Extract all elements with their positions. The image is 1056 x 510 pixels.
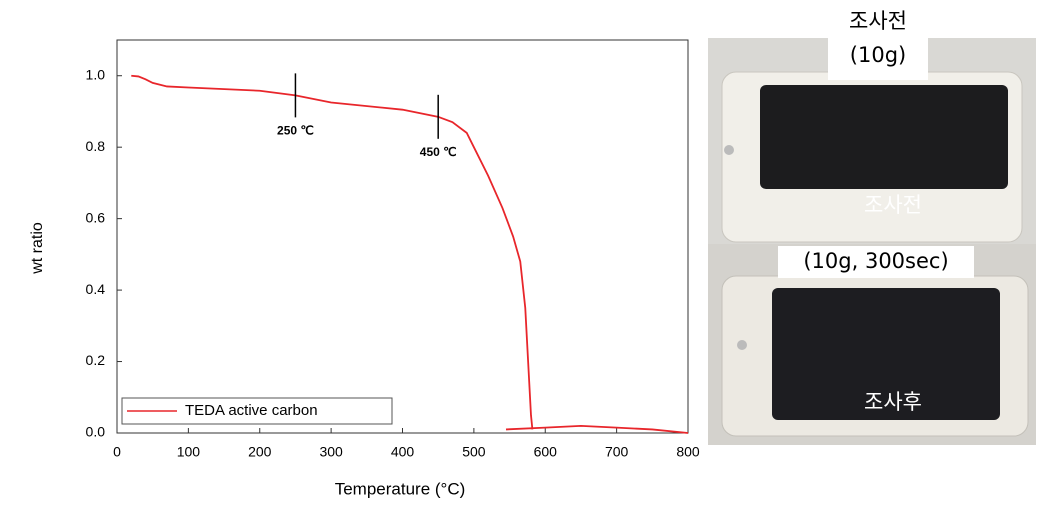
plot-frame bbox=[116, 39, 689, 434]
photo-label: 조사전 bbox=[864, 193, 922, 217]
photo-label: 조사후 bbox=[864, 390, 922, 414]
x-tick-label: 600 bbox=[534, 444, 558, 460]
x-tick-label: 700 bbox=[605, 444, 629, 460]
x-tick-label: 400 bbox=[391, 444, 415, 460]
label-box bbox=[828, 4, 928, 80]
legend-box bbox=[121, 397, 393, 425]
x-tick-label: 800 bbox=[676, 444, 700, 460]
photo-title: (10g, 300sec) bbox=[803, 249, 948, 273]
y-tick-label: 0.0 bbox=[86, 424, 106, 440]
x-axis-label: Temperature (°C) bbox=[335, 479, 466, 498]
y-tick-label: 1.0 bbox=[86, 66, 106, 82]
photo-title: 조사전 bbox=[849, 9, 907, 33]
x-tick-label: 0 bbox=[113, 444, 121, 460]
tray-hole bbox=[724, 145, 734, 155]
y-tick-label: 0.2 bbox=[86, 352, 106, 368]
photos: 조사전 (10g) 조사전 (10g, 300sec) 조사후 bbox=[708, 4, 1036, 445]
legend-label: TEDA active carbon bbox=[185, 402, 318, 419]
y-axis-label: wt ratio bbox=[29, 222, 46, 275]
x-tick-label: 100 bbox=[177, 444, 201, 460]
y-tick-label: 0.8 bbox=[86, 138, 106, 154]
line bbox=[131, 74, 689, 434]
annotation: 450 ℃ bbox=[420, 145, 457, 159]
x-tick-label: 200 bbox=[248, 444, 272, 460]
annotation: 250 ℃ bbox=[277, 124, 314, 138]
y-tick-label: 0.6 bbox=[86, 209, 106, 225]
y-tick-label: 0.4 bbox=[86, 281, 106, 297]
carbon bbox=[772, 288, 1000, 420]
label-box bbox=[778, 246, 974, 278]
tray-hole bbox=[737, 340, 747, 350]
x-tick-label: 500 bbox=[462, 444, 486, 460]
x-tick-label: 300 bbox=[319, 444, 343, 460]
carbon bbox=[760, 85, 1008, 189]
photo-subtitle: (10g) bbox=[850, 43, 906, 67]
